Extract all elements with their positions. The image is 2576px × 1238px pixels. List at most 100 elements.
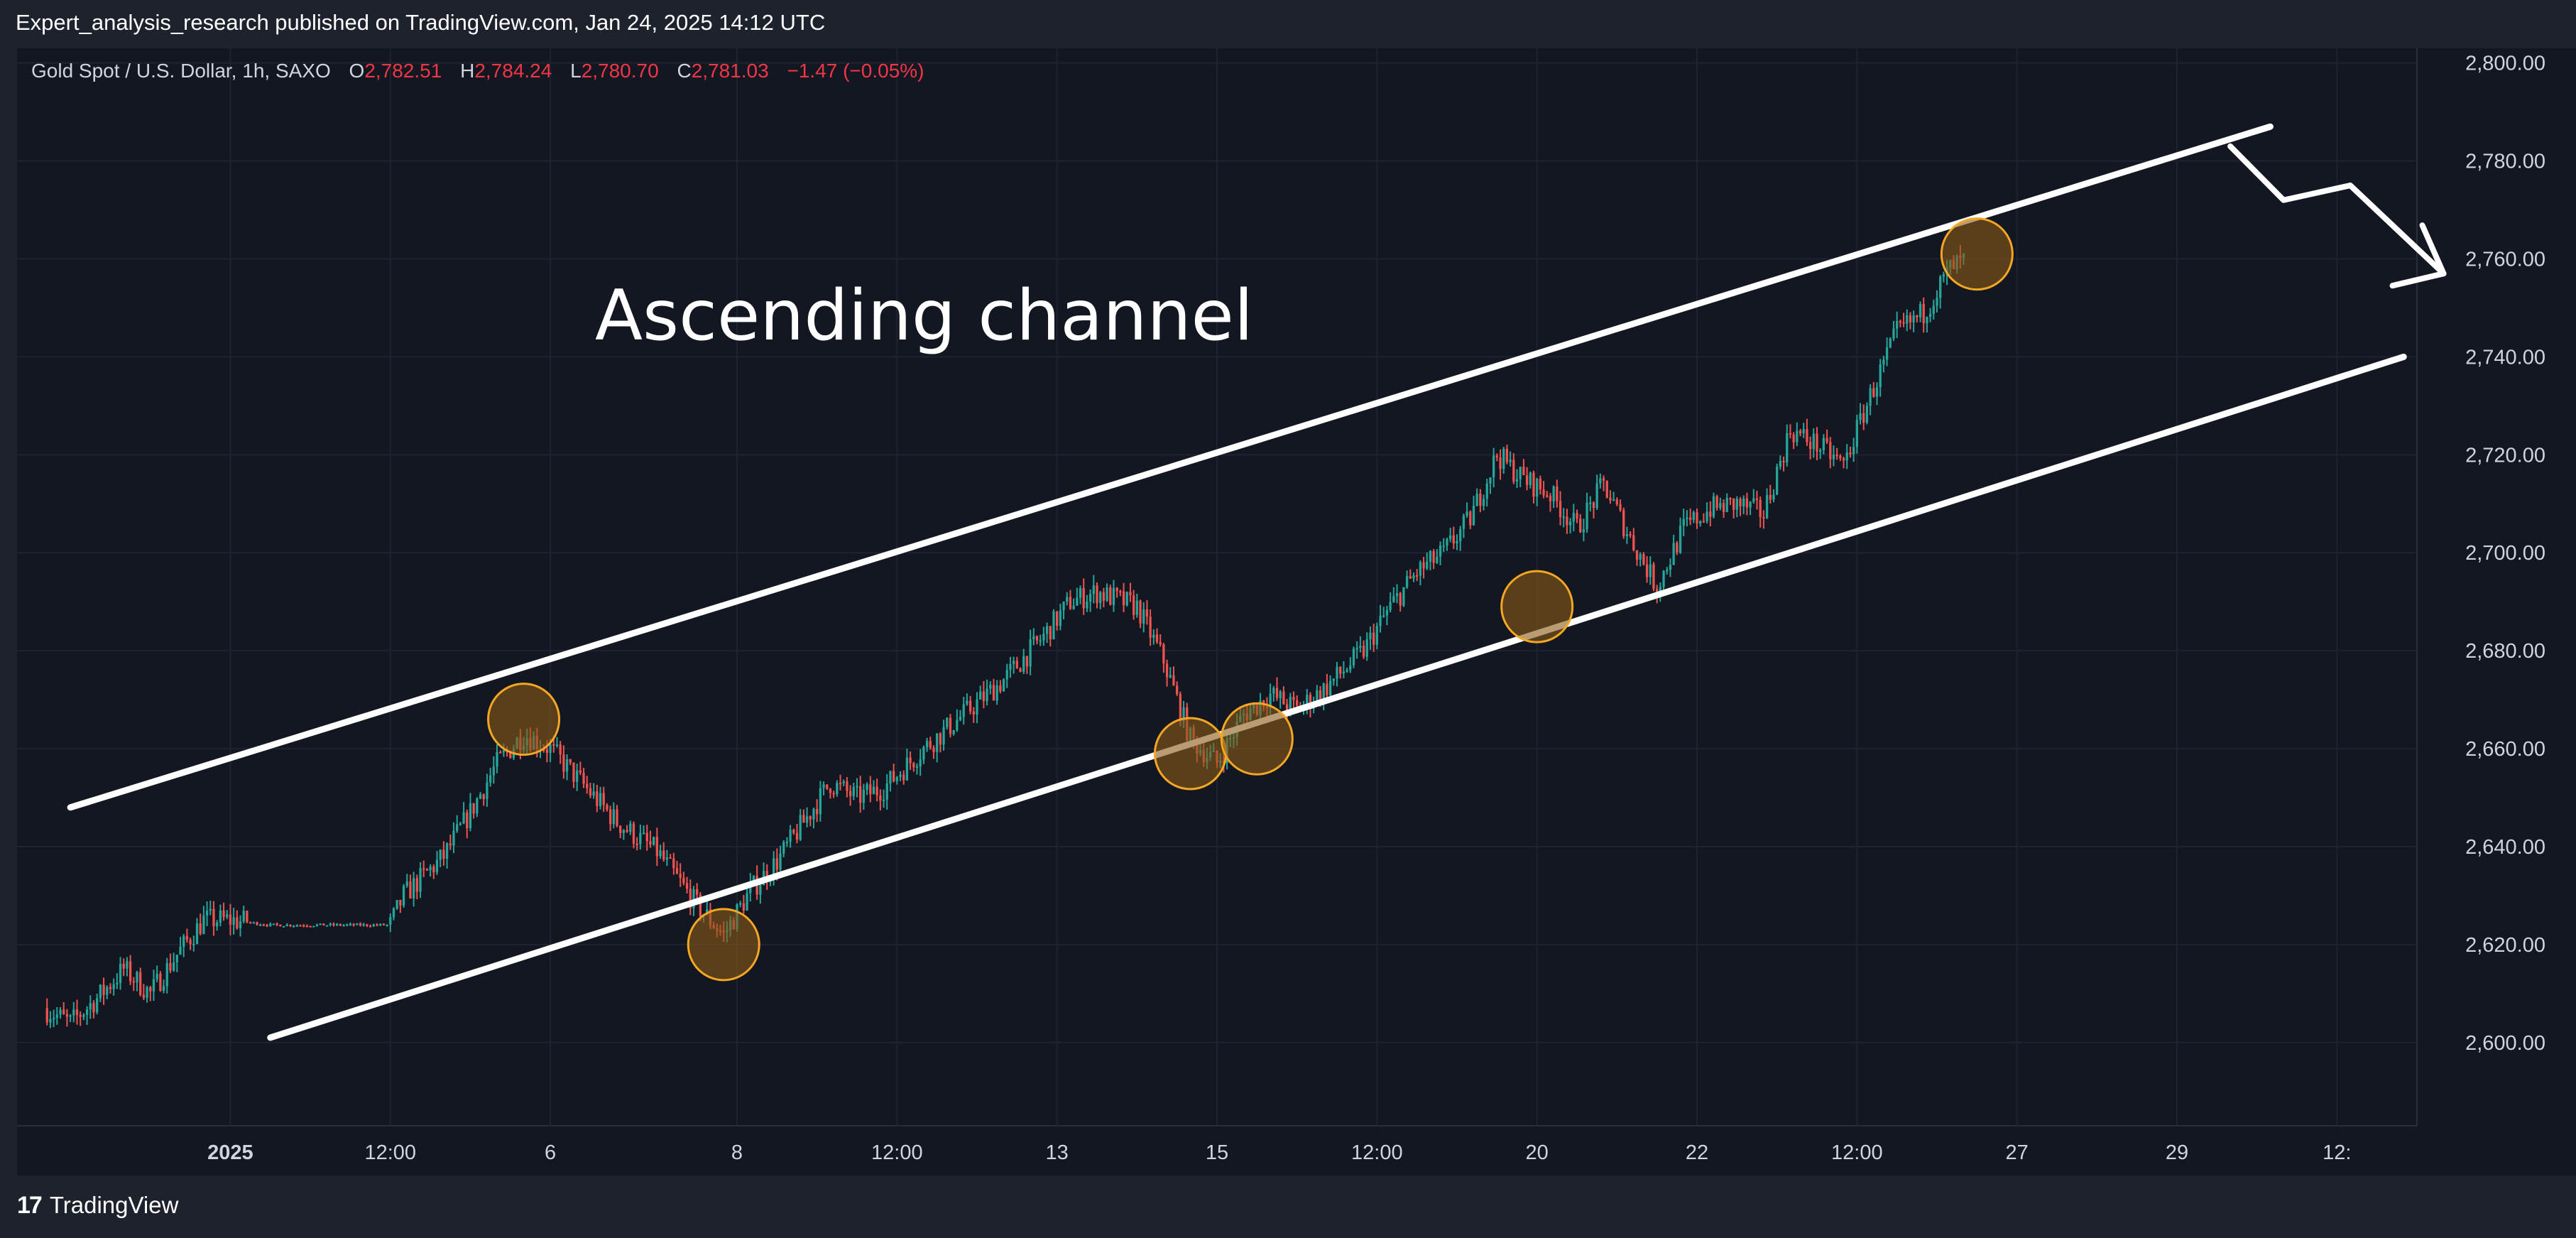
candle-body: [826, 784, 829, 789]
candle-body: [829, 788, 832, 793]
candle-body: [372, 924, 375, 926]
candle-body: [982, 691, 986, 702]
candle-body: [1316, 690, 1319, 703]
candle-body: [586, 783, 589, 788]
candle-body: [75, 1009, 79, 1015]
tradingview-brand: TradingView: [49, 1192, 179, 1218]
candle-body: [909, 757, 912, 764]
candle-body: [96, 998, 99, 1013]
candle-body: [469, 803, 472, 829]
candle-body: [1765, 495, 1769, 518]
candle-body: [919, 759, 922, 766]
candle-body: [1612, 499, 1615, 501]
candle-body: [239, 921, 242, 928]
candle-body: [655, 837, 658, 857]
candle-body: [146, 987, 148, 998]
candle-body: [1732, 498, 1735, 510]
candle-body: [1592, 502, 1595, 509]
candle-body: [1666, 570, 1669, 572]
candle-body: [1709, 511, 1712, 517]
candle-body: [1502, 448, 1505, 469]
candle-body: [1112, 587, 1115, 605]
candle-body: [1332, 678, 1335, 681]
candle-body: [1372, 632, 1375, 645]
candle-body: [1429, 551, 1432, 562]
candle-body: [1899, 321, 1902, 323]
candle-body: [116, 982, 119, 984]
candle-body: [69, 1015, 72, 1017]
candle-body: [1115, 587, 1118, 592]
candle-body: [1772, 494, 1775, 500]
candle-body: [1505, 448, 1509, 462]
candle-body: [1822, 438, 1825, 451]
candle-body: [936, 733, 939, 752]
candle-body: [682, 877, 685, 884]
candle-body: [256, 922, 258, 925]
candle-body: [202, 915, 205, 934]
candle-body: [669, 857, 672, 859]
touch-point-marker: [1153, 717, 1227, 791]
candle-body: [1568, 521, 1572, 526]
candle-body: [816, 809, 819, 815]
candle-body: [295, 925, 298, 927]
candle-body: [1745, 498, 1749, 508]
candle-body: [915, 766, 919, 768]
price-axis[interactable]: [2417, 48, 2576, 1175]
candle-body: [1362, 646, 1365, 657]
candle-body: [805, 816, 809, 823]
candle-body: [359, 923, 362, 925]
candle-body: [1682, 518, 1685, 526]
candle-body: [219, 911, 222, 923]
symbol-name: Gold Spot / U.S. Dollar, 1h, SAXO: [31, 60, 331, 82]
candle-body: [596, 791, 599, 806]
candle-body: [289, 924, 292, 926]
candle-body: [679, 874, 682, 878]
candle-body: [65, 1014, 69, 1017]
price-chart[interactable]: 2,800.00 2,780.00 2,760.00 2,740.00 2,720.00…: [0, 0, 2576, 1175]
candle-body: [866, 784, 868, 791]
candle-body: [1346, 670, 1348, 672]
candle-body: [1865, 406, 1869, 423]
candle-body: [109, 987, 112, 989]
candle-body: [995, 685, 998, 701]
candle-body: [322, 923, 325, 926]
candle-body: [1536, 479, 1539, 497]
price-tick-label: 2,600.00: [2465, 1032, 2545, 1055]
candle-body: [1739, 499, 1742, 506]
candle-body: [1466, 511, 1468, 516]
candle-body: [1556, 487, 1559, 501]
time-tick-label: 8: [731, 1141, 743, 1164]
candle-body: [1002, 679, 1005, 692]
candle-body: [1796, 430, 1799, 442]
candle-body: [1879, 364, 1882, 388]
candle-body: [885, 783, 888, 800]
candle-body: [629, 823, 632, 832]
candle-body: [172, 962, 175, 971]
candle-body: [602, 793, 605, 805]
ascending-channel-label[interactable]: Ascending channel: [595, 276, 1253, 357]
time-axis[interactable]: [17, 1126, 2417, 1175]
candle-body: [1609, 497, 1612, 501]
candle-body: [139, 972, 142, 995]
candle-body: [989, 685, 992, 689]
candle-body: [892, 771, 895, 782]
candle-body: [1586, 502, 1588, 530]
candle-body: [269, 923, 272, 926]
candle-body: [579, 770, 582, 773]
candle-body: [565, 759, 569, 772]
candle-body: [1635, 550, 1639, 560]
change-value: −1.47 (−0.05%): [787, 60, 924, 82]
candle-body: [922, 747, 925, 760]
candle-body: [555, 744, 559, 746]
candle-body: [689, 889, 692, 908]
candle-body: [1669, 565, 1672, 570]
candle-body: [132, 981, 135, 983]
tradingview-logo[interactable]: 17 TradingView: [17, 1188, 178, 1223]
candle-body: [1759, 499, 1762, 518]
candle-body: [1086, 602, 1088, 609]
candle-body: [772, 858, 775, 879]
candle-body: [185, 935, 189, 940]
candle-body: [332, 923, 335, 925]
candle-body: [742, 903, 746, 911]
candle-body: [1552, 487, 1555, 501]
